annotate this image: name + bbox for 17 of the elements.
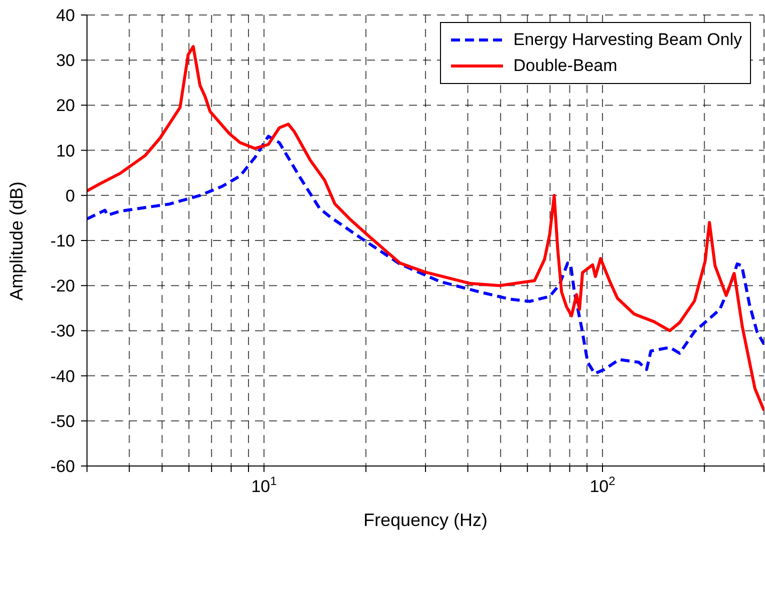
y-tick-label: -60 (50, 457, 75, 476)
y-tick-label: -20 (50, 276, 75, 296)
y-tick-label: 0 (66, 186, 75, 206)
y-tick-label: -50 (50, 412, 75, 431)
x-axis-title: Frequency (Hz) (363, 510, 488, 530)
y-tick-label: -10 (50, 232, 75, 250)
y-tick-label: 30 (56, 51, 75, 70)
legend-label: Energy Harvesting Beam Only (513, 30, 742, 50)
y-axis-title: Amplitude (dB) (6, 181, 26, 300)
y-tick-label: 20 (56, 96, 75, 116)
y-tick-label: 10 (56, 141, 75, 160)
x-tick-label: 10$^{1}$ (251, 474, 278, 496)
x-tick-label: 10$^{2}$ (590, 474, 616, 496)
y-tick-label: -30 (50, 322, 75, 341)
y-tick-label: -40 (50, 366, 75, 386)
y-tick-label: 40 (56, 6, 75, 25)
legend-label: Double-Beam (513, 56, 618, 76)
